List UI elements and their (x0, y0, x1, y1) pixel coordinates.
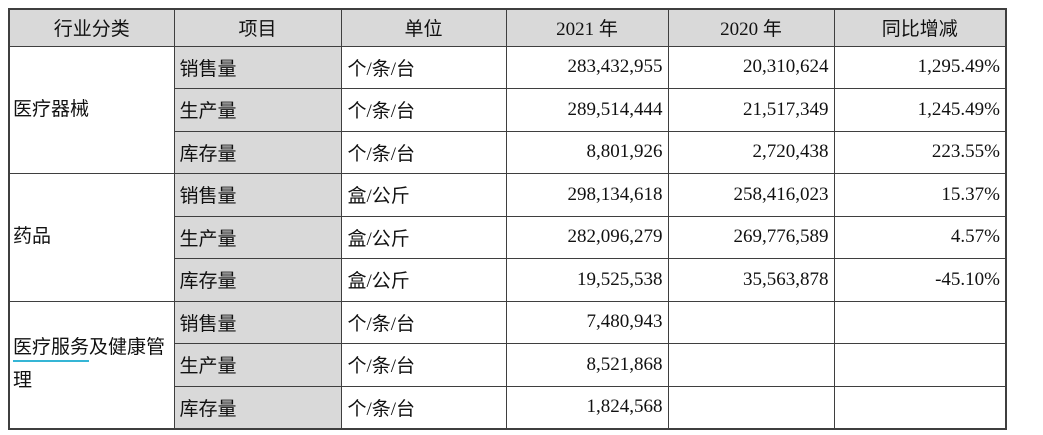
yoy-cell: 1,295.49% (833, 45, 1007, 89)
item-cell: 销售量 (173, 45, 342, 89)
category-cell-drugs: 药品 (8, 173, 175, 302)
table-row: 生产量 个/条/台 8,521,868 (9, 343, 1007, 387)
yoy-cell: -45.10% (833, 258, 1007, 302)
value-2020-cell (667, 385, 835, 429)
table-row: 生产量 盒/公斤 282,096,279 269,776,589 4.57% (9, 215, 1007, 259)
unit-cell: 盒/公斤 (340, 173, 507, 217)
unit-cell: 个/条/台 (340, 385, 507, 429)
header-row: 行业分类 项目 单位 2021 年 2020 年 同比增减 (8, 8, 1007, 47)
table-row: 药品 销售量 盒/公斤 298,134,618 258,416,023 15.3… (8, 173, 1007, 302)
column-header-industry-category: 行业分类 (8, 8, 175, 47)
value-2020-cell (667, 300, 835, 344)
column-header-unit: 单位 (340, 8, 507, 47)
value-2020-cell: 269,776,589 (667, 215, 835, 259)
value-2021-cell: 19,525,538 (505, 258, 669, 302)
value-2021-cell: 298,134,618 (505, 173, 669, 217)
column-header-yoy-change: 同比增减 (833, 8, 1007, 47)
unit-cell: 个/条/台 (340, 88, 507, 132)
value-2020-cell: 2,720,438 (667, 130, 835, 174)
unit-cell: 盒/公斤 (340, 258, 507, 302)
item-cell: 生产量 (173, 215, 342, 259)
category-underlined-text: 医疗服务 (13, 337, 90, 362)
column-header-2020: 2020 年 (667, 8, 835, 47)
item-cell: 销售量 (173, 300, 342, 344)
yoy-cell (833, 343, 1007, 387)
table-row: 生产量 个/条/台 289,514,444 21,517,349 1,245.4… (9, 88, 1007, 132)
item-cell: 库存量 (173, 258, 342, 302)
column-header-2021: 2021 年 (505, 8, 669, 47)
value-2021-cell: 8,801,926 (505, 130, 669, 174)
value-2020-cell: 35,563,878 (667, 258, 835, 302)
item-cell: 库存量 (173, 385, 342, 429)
value-2020-cell: 20,310,624 (667, 45, 835, 89)
yoy-cell (833, 300, 1007, 344)
yoy-cell: 1,245.49% (833, 88, 1007, 132)
yoy-cell: 4.57% (833, 215, 1007, 259)
value-2020-cell (667, 343, 835, 387)
table-row: 医疗服务及健康管理 销售量 个/条/台 7,480,943 (8, 300, 1007, 429)
value-2021-cell: 7,480,943 (505, 300, 669, 344)
yoy-cell: 223.55% (833, 130, 1007, 174)
item-cell: 生产量 (173, 343, 342, 387)
unit-cell: 盒/公斤 (340, 215, 507, 259)
value-2021-cell: 289,514,444 (505, 88, 669, 132)
item-cell: 销售量 (173, 173, 342, 217)
value-2020-cell: 258,416,023 (667, 173, 835, 217)
table-row: 库存量 个/条/台 1,824,568 (9, 385, 1007, 429)
yoy-cell (833, 385, 1007, 429)
yoy-cell: 15.37% (833, 173, 1007, 217)
item-cell: 生产量 (173, 88, 342, 132)
value-2021-cell: 1,824,568 (505, 385, 669, 429)
column-header-item: 项目 (173, 8, 342, 47)
production-sales-table: 行业分类 项目 单位 2021 年 2020 年 同比增减 医疗器械 销售量 个… (8, 8, 1007, 430)
table-row: 库存量 盒/公斤 19,525,538 35,563,878 -45.10% (9, 258, 1007, 302)
value-2020-cell: 21,517,349 (667, 88, 835, 132)
unit-cell: 个/条/台 (340, 45, 507, 89)
unit-cell: 个/条/台 (340, 300, 507, 344)
category-cell-medical-devices: 医疗器械 (8, 45, 175, 174)
value-2021-cell: 282,096,279 (505, 215, 669, 259)
value-2021-cell: 8,521,868 (505, 343, 669, 387)
unit-cell: 个/条/台 (340, 343, 507, 387)
category-rest-text: 及健康管理 (13, 337, 166, 391)
item-cell: 库存量 (173, 130, 342, 174)
value-2021-cell: 283,432,955 (505, 45, 669, 89)
category-cell-medical-services: 医疗服务及健康管理 (8, 300, 175, 429)
table-row: 库存量 个/条/台 8,801,926 2,720,438 223.55% (9, 130, 1007, 174)
table-row: 医疗器械 销售量 个/条/台 283,432,955 20,310,624 1,… (8, 45, 1007, 174)
unit-cell: 个/条/台 (340, 130, 507, 174)
